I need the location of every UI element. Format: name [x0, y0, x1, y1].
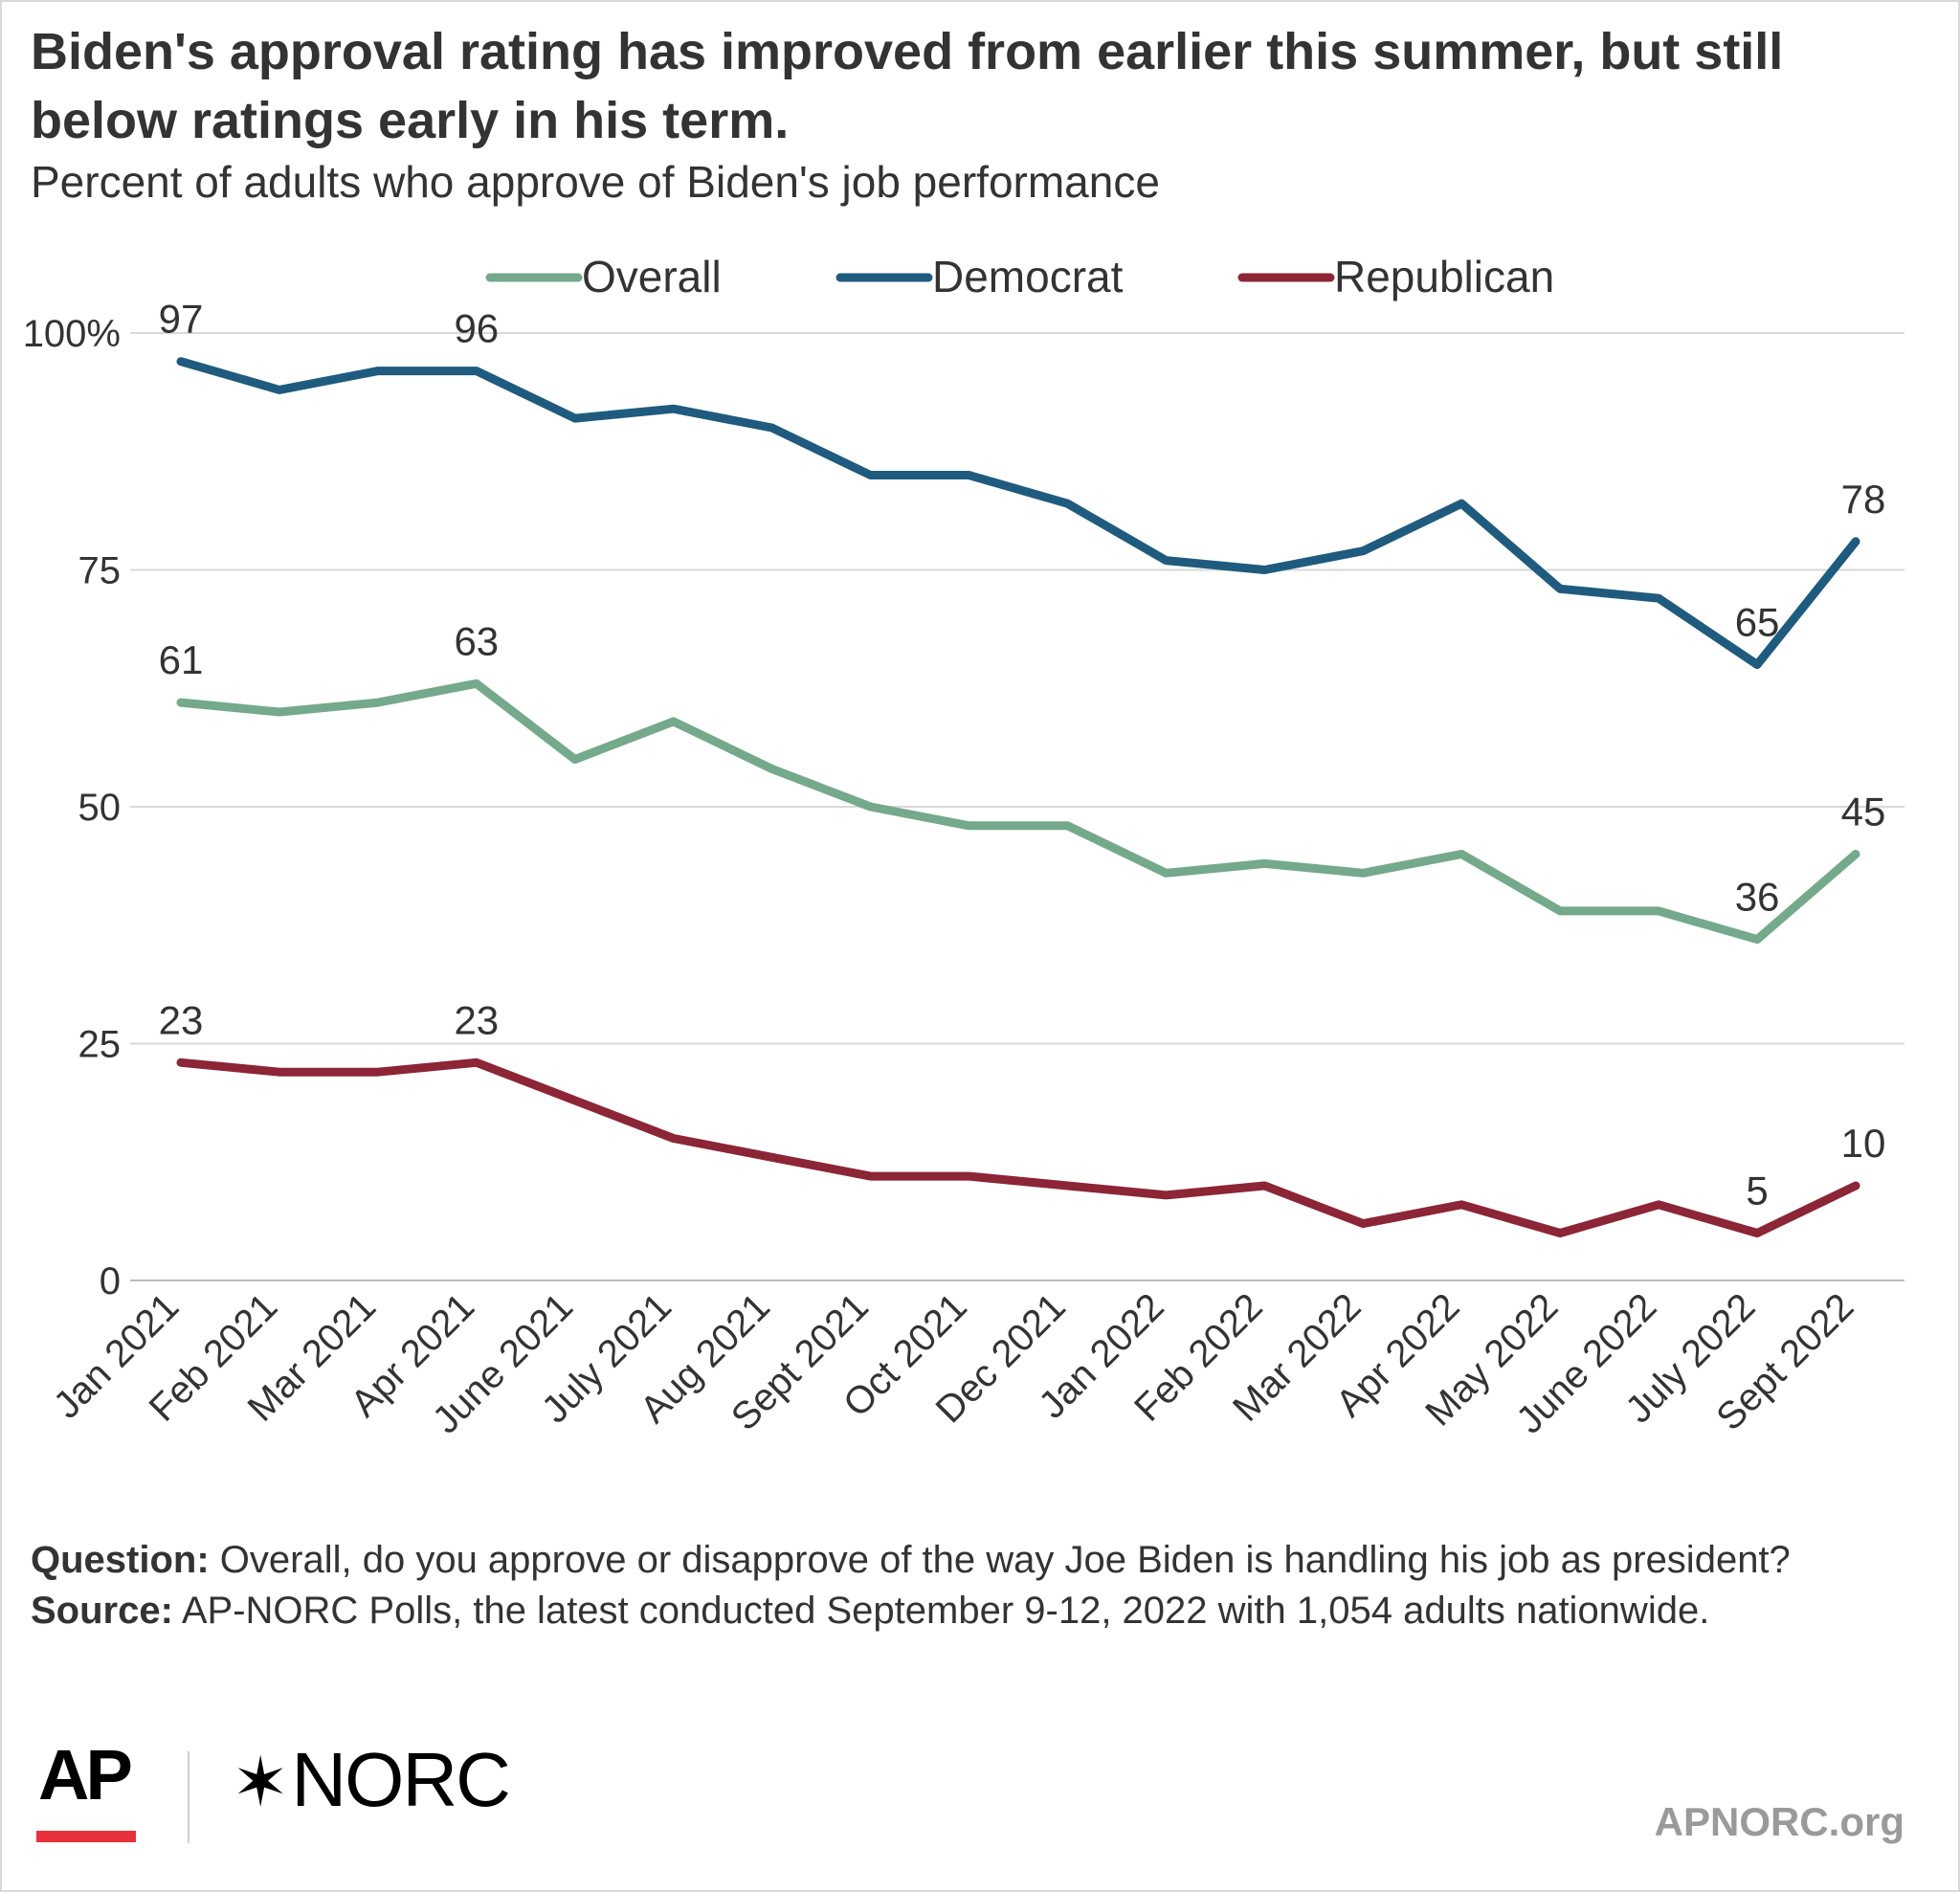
ap-logo-underline [36, 1831, 136, 1842]
question-label: Question: [31, 1539, 210, 1581]
source-label: Source: [31, 1590, 173, 1632]
site-link[interactable]: APNORC.org [1654, 1799, 1904, 1844]
line-chart: Overall Democrat Republican 0 25 50 75 100% Ja… [23, 252, 1904, 1441]
chart-title: Biden's approval rating has improved fro… [31, 23, 1784, 149]
norc-logo: ✶NORC [232, 1737, 511, 1826]
series-lines [176, 357, 1860, 1237]
legend-label: Overall [582, 252, 722, 301]
source-note: Source: AP-NORC Polls, the latest conduc… [31, 1586, 1906, 1636]
data-label: 45 [1841, 790, 1886, 835]
y-tick-label: 25 [78, 1024, 122, 1066]
norc-wordmark: NORC [291, 1737, 511, 1822]
data-label: 23 [454, 997, 499, 1042]
legend-label: Republican [1334, 252, 1554, 301]
ap-logo: AP [38, 1735, 133, 1814]
data-label: 5 [1746, 1169, 1768, 1213]
data-label: 78 [1841, 477, 1886, 522]
y-tick-label: 0 [100, 1260, 121, 1302]
series-line-republican [176, 1057, 1860, 1237]
series-line-overall [176, 679, 1860, 945]
chart-notes: Question: Overall, do you approve or dis… [31, 1535, 1906, 1636]
data-label: 61 [159, 637, 204, 682]
chart-subtitle: Percent of adults who approve of Biden's… [31, 157, 1160, 207]
y-axis: 0 25 50 75 100% [23, 313, 121, 1302]
norc-star-icon: ✶ [232, 1745, 289, 1821]
data-label: 96 [454, 306, 499, 351]
legend-item: Democrat [835, 252, 1124, 301]
legend-item: Republican [1237, 252, 1554, 301]
y-tick-label: 75 [78, 550, 122, 592]
legend-item: Overall [485, 252, 722, 301]
data-label: 36 [1735, 875, 1780, 920]
data-label: 10 [1841, 1121, 1886, 1166]
question-text: Overall, do you approve or disapprove of… [219, 1539, 1791, 1581]
data-label: 23 [159, 997, 204, 1042]
data-label: 63 [454, 618, 499, 663]
grid-lines [130, 332, 1904, 1281]
data-label: 65 [1735, 600, 1780, 645]
y-tick-label: 50 [78, 787, 122, 829]
legend-label: Democrat [932, 252, 1124, 301]
data-labels: 61 63 36 45 97 96 65 78 23 23 5 10 [159, 297, 1886, 1213]
legend: Overall Democrat Republican [485, 252, 1554, 301]
y-tick-label: 100% [23, 313, 121, 355]
question-note: Question: Overall, do you approve or dis… [31, 1535, 1906, 1586]
series-line-democrat [176, 357, 1860, 669]
data-label: 97 [159, 297, 204, 342]
source-text: AP-NORC Polls, the latest conducted Sept… [181, 1590, 1710, 1632]
logo-divider [188, 1751, 189, 1843]
